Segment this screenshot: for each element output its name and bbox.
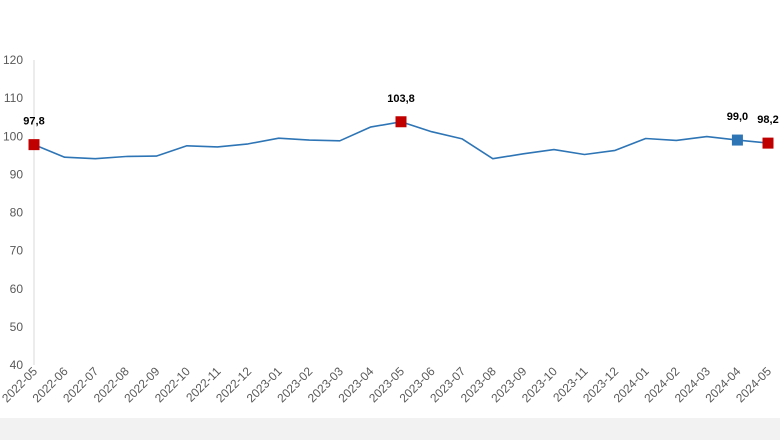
data-point-marker	[762, 137, 774, 149]
y-tick-label: 90	[10, 167, 24, 181]
data-label: 99,0	[727, 111, 748, 123]
chart-bottom-band	[0, 418, 780, 440]
y-tick-label: 120	[3, 53, 23, 67]
series-line	[33, 121, 769, 160]
data-label: 98,2	[757, 114, 778, 126]
data-label: 103,8	[387, 93, 415, 105]
y-tick-label: 70	[10, 244, 24, 258]
y-tick-label: 100	[3, 129, 23, 143]
y-tick-label: 80	[10, 206, 24, 220]
data-point-marker	[731, 134, 743, 146]
y-tick-label: 40	[10, 358, 24, 372]
y-tick-label: 50	[10, 320, 24, 334]
y-tick-label: 110	[4, 91, 23, 105]
data-point-marker	[28, 139, 40, 151]
y-tick-label: 60	[10, 282, 24, 296]
data-label: 97,8	[23, 116, 44, 128]
data-point-marker	[395, 116, 407, 128]
